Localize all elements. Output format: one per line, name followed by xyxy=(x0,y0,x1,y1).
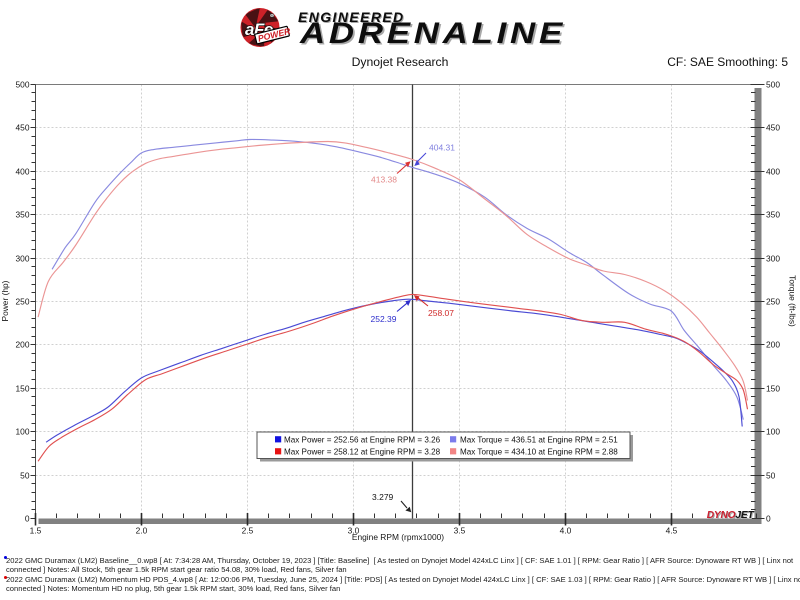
svg-text:3.0: 3.0 xyxy=(348,526,360,536)
svg-text:3.279: 3.279 xyxy=(372,492,394,502)
svg-text:100: 100 xyxy=(16,427,30,437)
svg-text:Power (hp): Power (hp) xyxy=(0,280,10,321)
svg-text:250: 250 xyxy=(766,297,780,307)
svg-text:Torque (ft-lbs): Torque (ft-lbs) xyxy=(788,275,798,327)
svg-text:450: 450 xyxy=(766,123,780,133)
svg-text:150: 150 xyxy=(16,384,30,394)
svg-text:413.38: 413.38 xyxy=(371,175,397,185)
svg-text:DYNOJET: DYNOJET xyxy=(707,510,755,521)
svg-text:2.5: 2.5 xyxy=(242,526,254,536)
svg-text:500: 500 xyxy=(766,80,780,90)
svg-text:450: 450 xyxy=(16,123,30,133)
svg-text:404.31: 404.31 xyxy=(429,143,455,153)
svg-text:1.5: 1.5 xyxy=(30,526,42,536)
svg-text:Engine RPM (rpmx1000): Engine RPM (rpmx1000) xyxy=(352,532,444,542)
svg-text:150: 150 xyxy=(766,384,780,394)
svg-text:250: 250 xyxy=(16,297,30,307)
svg-text:50: 50 xyxy=(766,471,776,481)
svg-text:DYNOJET: DYNOJET xyxy=(708,511,756,522)
svg-text:4.5: 4.5 xyxy=(666,526,678,536)
svg-text:0: 0 xyxy=(25,514,30,524)
svg-text:500: 500 xyxy=(16,80,30,90)
svg-text:350: 350 xyxy=(766,210,780,220)
svg-text:4.0: 4.0 xyxy=(560,526,572,536)
svg-text:400: 400 xyxy=(766,167,780,177)
svg-text:200: 200 xyxy=(766,340,780,350)
svg-text:300: 300 xyxy=(16,254,30,264)
svg-text:300: 300 xyxy=(766,254,780,264)
svg-text:Max Power = 252.56 at Engine R: Max Power = 252.56 at Engine RPM = 3.26 xyxy=(284,436,441,445)
svg-text:Max Torque = 436.51 at Engine: Max Torque = 436.51 at Engine RPM = 2.51 xyxy=(460,436,618,445)
svg-text:200: 200 xyxy=(16,340,30,350)
svg-text:50: 50 xyxy=(20,471,30,481)
svg-text:258.07: 258.07 xyxy=(428,308,454,318)
svg-text:2.0: 2.0 xyxy=(136,526,148,536)
svg-text:Max Power = 258.12 at Engine R: Max Power = 258.12 at Engine RPM = 3.28 xyxy=(284,448,441,457)
svg-text:R: R xyxy=(271,14,274,18)
svg-text:Max Torque = 434.10 at Engine: Max Torque = 434.10 at Engine RPM = 2.88 xyxy=(460,448,618,457)
svg-text:400: 400 xyxy=(16,167,30,177)
svg-text:0: 0 xyxy=(766,514,771,524)
svg-text:100: 100 xyxy=(766,427,780,437)
svg-text:3.5: 3.5 xyxy=(454,526,466,536)
svg-text:252.39: 252.39 xyxy=(371,314,397,324)
svg-text:350: 350 xyxy=(16,210,30,220)
